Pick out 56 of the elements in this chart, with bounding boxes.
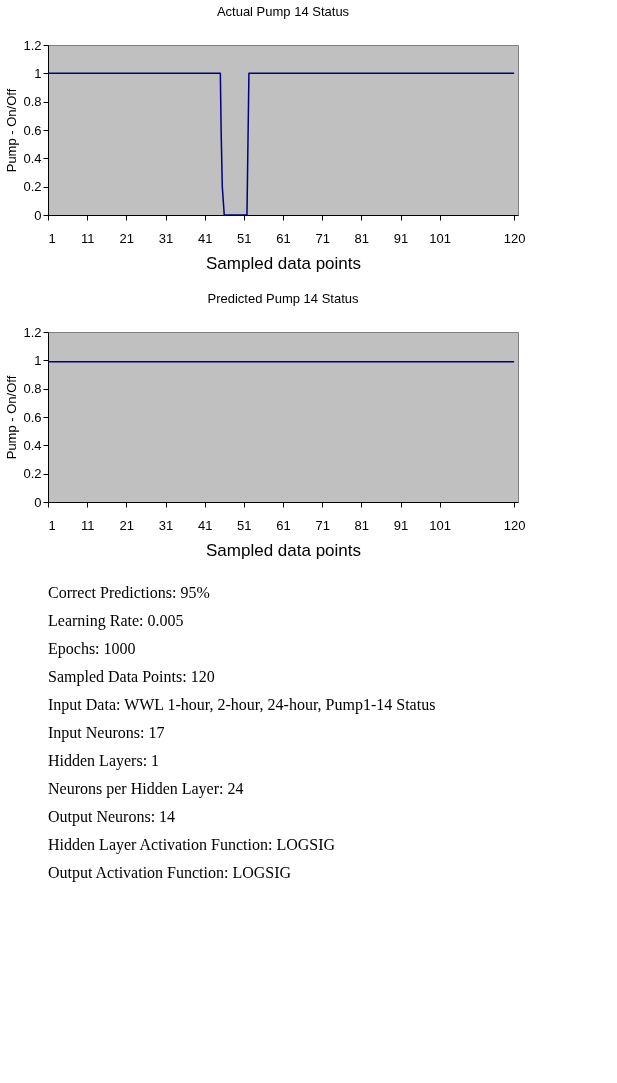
x-tick-label: 51 [237, 517, 252, 533]
x-tick-label: 21 [119, 230, 135, 246]
x-axis-title: Sampled data points [206, 540, 361, 560]
x-tick-label: 41 [197, 230, 213, 246]
y-tick-label: 0.2 [23, 179, 42, 195]
text: Hidden Layer Activation Function: LOGSIG [48, 836, 336, 854]
y-tick-label: 1 [34, 65, 42, 81]
y-tick-label: 0.4 [23, 150, 42, 166]
text: Epochs: 1000 [48, 640, 136, 658]
chart-title: Actual Pump 14 Status [216, 4, 350, 19]
chart-title: Predicted Pump 14 Status [207, 291, 360, 306]
y-tick-label: 0.8 [23, 381, 42, 397]
text: Output Activation Function: LOGSIG [48, 864, 292, 882]
x-tick-label: 61 [276, 230, 291, 246]
y-axis-title: Pump - On/Off [4, 88, 20, 173]
x-tick-label: 81 [354, 230, 370, 246]
y-tick-label: 0.6 [23, 122, 42, 138]
x-tick-label: 120 [503, 517, 526, 533]
line-series [47, 72, 515, 216]
x-tick-label: 51 [237, 230, 252, 246]
x-tick-label: 101 [429, 230, 452, 246]
x-tick-label: 1 [48, 230, 56, 246]
text: Input Neurons: 17 [48, 724, 165, 742]
x-tick-label: 120 [503, 230, 526, 246]
y-tick-label: 0 [34, 207, 42, 223]
x-tick-label: 11 [80, 517, 95, 533]
text: Input Data: WWL 1-hour, 2-hour, 24-hour, Pump1-14 Status [48, 696, 436, 714]
x-tick-label: 71 [315, 230, 330, 246]
text: Learning Rate: 0.005 [48, 612, 184, 630]
x-tick-label: 81 [354, 517, 370, 533]
x-axis-title: Sampled data points [206, 253, 361, 273]
x-tick-label: 91 [393, 517, 409, 533]
text: Correct Predictions: 95% [48, 584, 210, 601]
x-tick-label: 61 [276, 517, 291, 533]
y-tick-label: 0.6 [23, 409, 42, 425]
y-axis-title: Pump - On/Off [4, 375, 20, 460]
y-tick-label: 1.2 [23, 324, 42, 340]
text: Sampled Data Points: 120 [48, 668, 215, 686]
x-tick-label: 1 [48, 517, 56, 533]
y-tick-label: 1 [34, 352, 42, 368]
text: Hidden Layers: 1 [48, 752, 160, 770]
y-tick-label: 0 [34, 494, 42, 510]
x-tick-label: 21 [119, 517, 135, 533]
y-tick-label: 0.8 [23, 94, 42, 110]
x-tick-label: 41 [197, 517, 213, 533]
x-tick-label: 71 [315, 517, 330, 533]
x-tick-label: 91 [393, 230, 409, 246]
x-tick-label: 101 [429, 517, 452, 533]
text: Output Neurons: 14 [48, 808, 176, 826]
y-tick-label: 1.2 [23, 37, 42, 53]
y-tick-label: 0.4 [23, 437, 42, 453]
text: Neurons per Hidden Layer: 24 [48, 780, 244, 798]
x-tick-label: 31 [158, 230, 174, 246]
x-tick-label: 11 [80, 230, 95, 246]
y-tick-label: 0.2 [23, 466, 42, 482]
x-tick-label: 31 [158, 517, 174, 533]
